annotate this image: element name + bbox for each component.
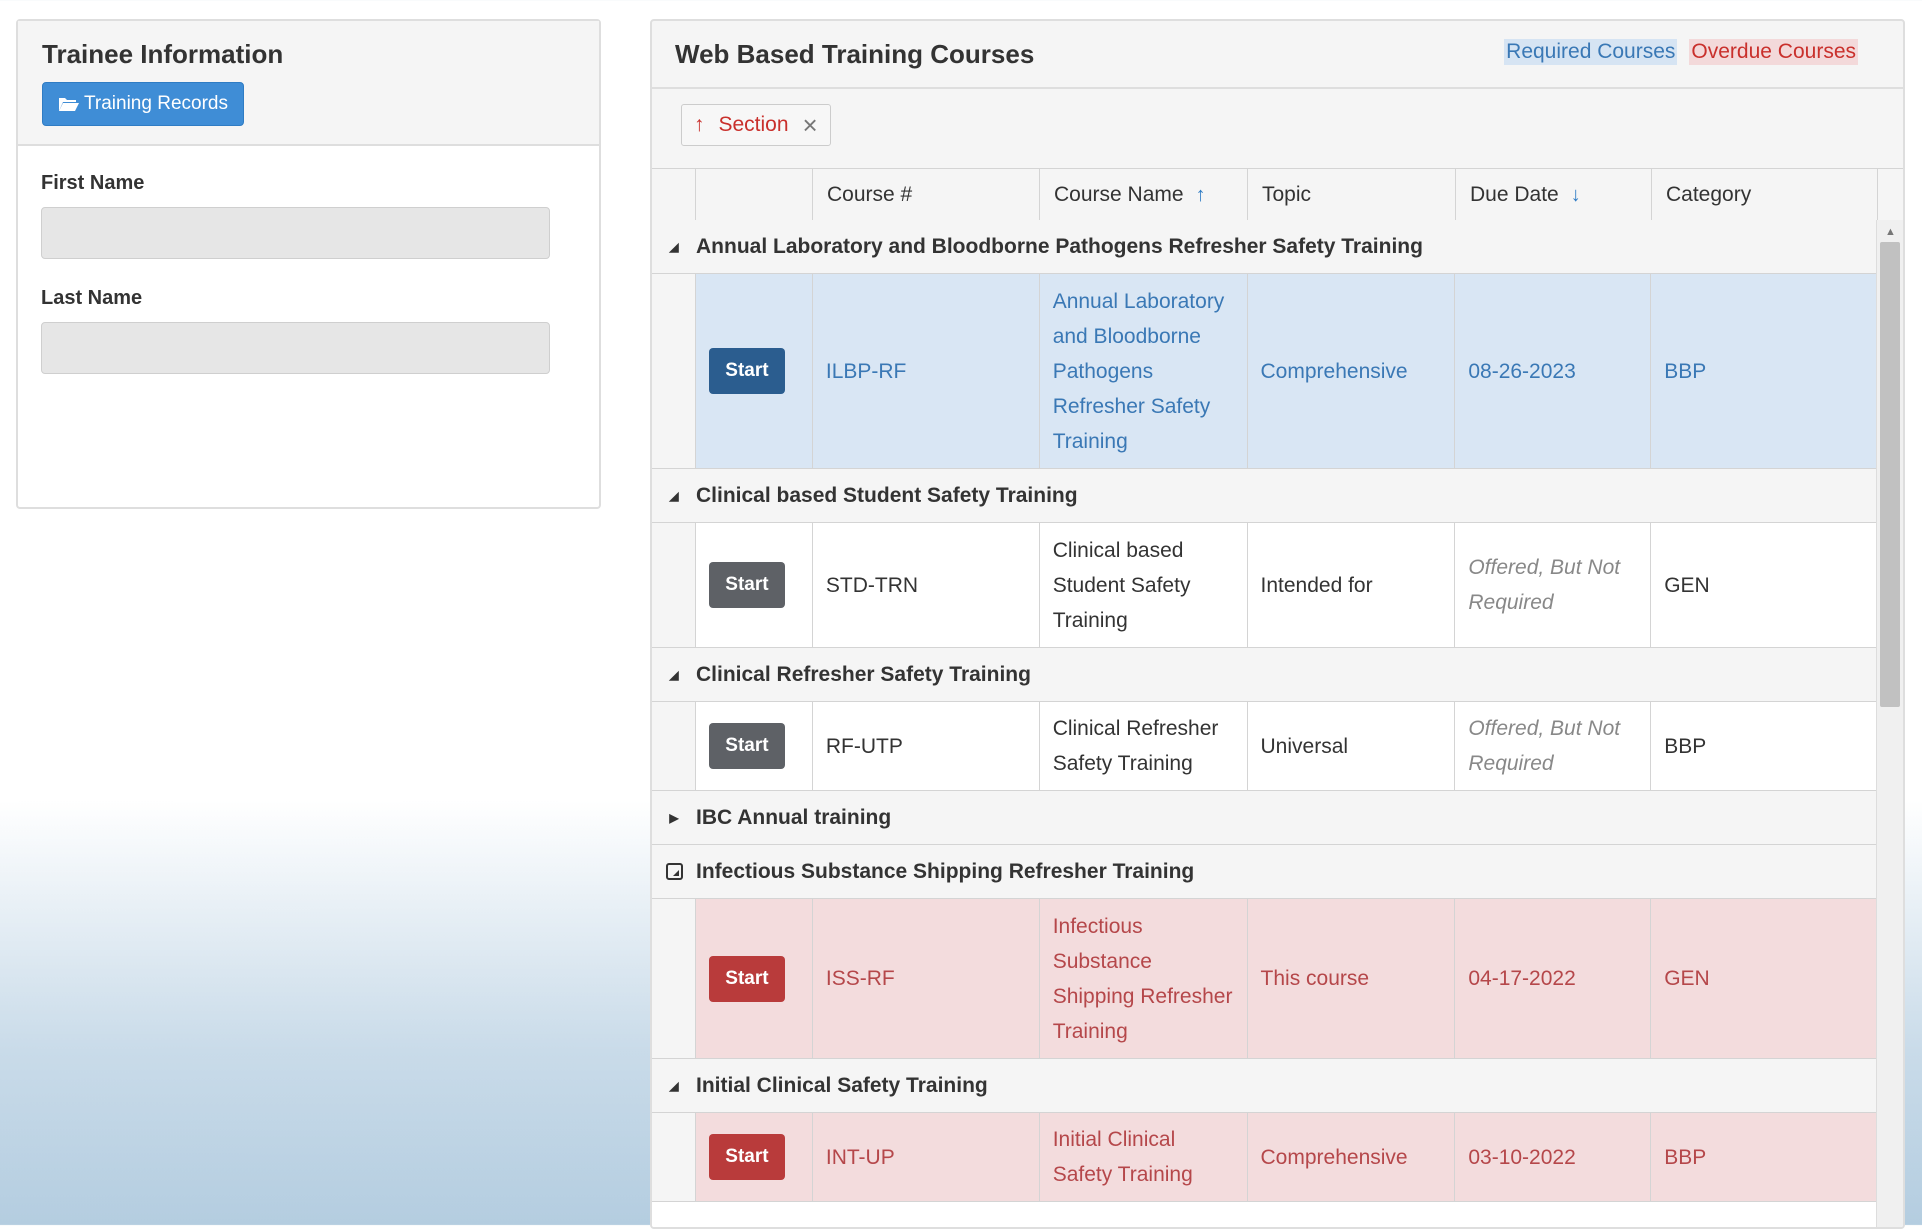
course-topic: This course <box>1248 899 1456 1058</box>
start-cell: Start <box>696 899 813 1058</box>
course-category: BBP <box>1651 274 1877 468</box>
trainee-info-panel: Trainee Information Training Records Fir… <box>16 19 601 509</box>
row-indent <box>652 523 696 647</box>
group-title: Annual Laboratory and Bloodborne Pathoge… <box>696 234 1423 258</box>
grid-body: ◢ Annual Laboratory and Bloodborne Patho… <box>652 220 1877 1227</box>
course-name: Annual Laboratory and Bloodborne Pathoge… <box>1040 274 1248 468</box>
header-course-name[interactable]: Course Name ↑ <box>1040 169 1248 221</box>
courses-grid: Course # Course Name ↑ Topic Due Date ↓ Ca… <box>652 168 1903 1227</box>
group-title: Clinical based Student Safety Training <box>696 483 1078 507</box>
course-name: Initial Clinical Safety Training <box>1040 1113 1248 1201</box>
start-button[interactable]: Start <box>708 562 785 608</box>
course-name: Clinical Refresher Safety Training <box>1040 702 1248 790</box>
row-indent <box>652 899 696 1058</box>
table-row: Start INT-UP Initial Clinical Safety Tra… <box>652 1113 1877 1202</box>
group-row[interactable]: ◢ Clinical based Student Safety Training <box>652 469 1877 523</box>
start-button[interactable]: Start <box>708 1134 785 1180</box>
header-topic[interactable]: Topic <box>1248 169 1456 221</box>
group-by-chip-section[interactable]: ↑ Section × <box>681 104 831 146</box>
group-row[interactable]: ▶ IBC Annual training <box>652 791 1877 845</box>
course-name: Infectious Substance Shipping Refresher … <box>1040 899 1248 1058</box>
course-due-date: 08-26-2023 <box>1455 274 1652 468</box>
table-row: Start STD-TRN Clinical based Student Saf… <box>652 523 1877 648</box>
courses-panel-header: Web Based Training Courses Required Cour… <box>652 21 1903 89</box>
row-indent <box>652 702 696 790</box>
training-records-label: Training Records <box>84 93 228 114</box>
course-number: ISS-RF <box>813 899 1040 1058</box>
courses-panel: Web Based Training Courses Required Cour… <box>650 19 1905 1229</box>
start-cell: Start <box>696 702 813 790</box>
collapse-triangle-icon[interactable]: ◢ <box>669 667 679 682</box>
scrollbar-thumb[interactable] <box>1880 242 1900 707</box>
trainee-panel-header: Trainee Information Training Records <box>18 21 599 146</box>
course-topic: Intended for <box>1248 523 1456 647</box>
courses-panel-title: Web Based Training Courses <box>675 39 1035 69</box>
course-topic: Comprehensive <box>1248 274 1456 468</box>
last-name-field[interactable] <box>41 322 550 374</box>
start-cell: Start <box>696 523 813 647</box>
course-number: STD-TRN <box>813 523 1040 647</box>
group-title: Initial Clinical Safety Training <box>696 1073 988 1097</box>
course-category: GEN <box>1651 899 1877 1058</box>
row-indent <box>652 274 696 468</box>
trainee-panel-title: Trainee Information <box>42 39 284 69</box>
course-number: RF-UTP <box>813 702 1040 790</box>
course-topic: Comprehensive <box>1248 1113 1456 1201</box>
folder-open-icon <box>59 98 79 111</box>
group-chip-label: Section <box>718 113 789 136</box>
collapse-triangle-icon[interactable]: ◢ <box>669 1078 679 1093</box>
group-title: Infectious Substance Shipping Refresher … <box>696 859 1195 883</box>
course-category: GEN <box>1651 523 1877 647</box>
course-legend: Required Courses Overdue Courses <box>1504 39 1858 65</box>
sort-descending-icon: ↓ <box>1570 183 1581 206</box>
legend-required: Required Courses <box>1504 39 1678 65</box>
collapse-triangle-icon[interactable]: ◢ <box>669 488 679 503</box>
course-due-date: 04-17-2022 <box>1455 899 1652 1058</box>
training-records-button[interactable]: Training Records <box>42 82 244 126</box>
collapse-triangle-icon[interactable]: ◢ <box>669 239 679 254</box>
first-name-field[interactable] <box>41 207 550 259</box>
grid-header: Course # Course Name ↑ Topic Due Date ↓ Ca… <box>652 168 1903 222</box>
start-button[interactable]: Start <box>708 955 785 1002</box>
close-icon[interactable]: × <box>802 110 818 140</box>
course-topic: Universal <box>1248 702 1456 790</box>
group-row[interactable]: ◢ Initial Clinical Safety Training <box>652 1059 1877 1113</box>
row-indent <box>652 1113 696 1201</box>
start-cell: Start <box>696 274 813 468</box>
vertical-scrollbar[interactable]: ▲ <box>1876 220 1903 1227</box>
header-course-number[interactable]: Course # <box>813 169 1040 221</box>
course-due-date: 03-10-2022 <box>1455 1113 1652 1201</box>
sort-ascending-icon[interactable]: ↑ <box>694 113 705 136</box>
group-row[interactable]: ◢ Annual Laboratory and Bloodborne Patho… <box>652 220 1877 274</box>
trainee-panel-body: First Name Last Name <box>18 146 599 402</box>
table-row: Start ILBP-RF Annual Laboratory and Bloo… <box>652 274 1877 469</box>
group-title: Clinical Refresher Safety Training <box>696 662 1031 686</box>
group-title: IBC Annual training <box>696 805 892 829</box>
course-name: Clinical based Student Safety Training <box>1040 523 1248 647</box>
scroll-up-arrow-icon[interactable]: ▲ <box>1885 226 1896 238</box>
start-button[interactable]: Start <box>708 348 785 394</box>
header-group-indent <box>652 169 696 221</box>
last-name-label: Last Name <box>41 287 143 309</box>
collapse-toggle-icon[interactable] <box>652 863 696 880</box>
course-number: INT-UP <box>813 1113 1040 1201</box>
start-button[interactable]: Start <box>708 723 785 769</box>
start-cell: Start <box>696 1113 813 1201</box>
sort-ascending-icon: ↑ <box>1195 183 1206 206</box>
legend-overdue: Overdue Courses <box>1689 39 1858 65</box>
course-due-date: Offered, But Not Required <box>1455 523 1652 647</box>
table-row: Start ISS-RF Infectious Substance Shippi… <box>652 899 1877 1059</box>
group-row[interactable]: ◢ Clinical Refresher Safety Training <box>652 648 1877 702</box>
header-due-date[interactable]: Due Date ↓ <box>1456 169 1652 221</box>
course-category: BBP <box>1651 1113 1877 1201</box>
table-row: Start RF-UTP Clinical Refresher Safety T… <box>652 702 1877 791</box>
course-number: ILBP-RF <box>813 274 1040 468</box>
course-due-date: Offered, But Not Required <box>1455 702 1652 790</box>
group-row[interactable]: Infectious Substance Shipping Refresher … <box>652 845 1877 899</box>
expand-triangle-icon[interactable]: ▶ <box>669 810 679 825</box>
header-action <box>696 169 813 221</box>
first-name-label: First Name <box>41 172 145 194</box>
course-category: BBP <box>1651 702 1877 790</box>
header-category[interactable]: Category <box>1652 169 1878 221</box>
